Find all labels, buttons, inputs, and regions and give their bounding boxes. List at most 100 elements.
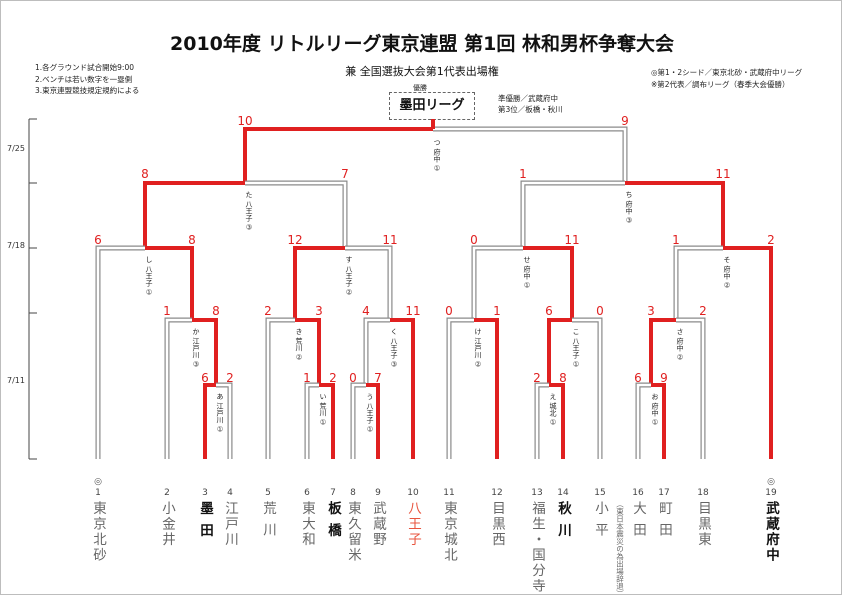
score-label: 6 [94, 233, 102, 247]
team-name: 秋 川 [555, 501, 571, 539]
team-number: 5 [265, 488, 271, 498]
team-number: 19 [765, 488, 777, 498]
venue-label: く 八王子 ③ [390, 328, 398, 368]
venue-label: あ 江戸川 ① [216, 393, 224, 433]
score-label: 6 [545, 304, 553, 318]
score-label: 7 [374, 371, 382, 385]
score-label: 10 [237, 114, 252, 128]
r1e-right-path [651, 383, 666, 459]
venue-label: ち 府中 ③ [625, 191, 633, 224]
r1b-right-path [319, 383, 335, 459]
score-label: 11 [564, 233, 579, 247]
team-name: 大 田 [630, 501, 646, 539]
team-name: 小 平 [592, 501, 608, 539]
score-label: 3 [647, 304, 655, 318]
team-number: 17 [658, 488, 670, 498]
date-label: 7/18 [7, 241, 25, 250]
team-17: 17 町 田 [654, 477, 674, 538]
note-item: 2.ベンチは若い数字を一塁側 [35, 74, 133, 84]
venue-label: え 城北 ① [549, 393, 557, 426]
r2c-left-path-inner [364, 318, 390, 385]
qf3-left-path-inner [472, 246, 523, 320]
seed-mark [693, 477, 713, 487]
note-item: 3.東京連盟競技規定規約による [35, 86, 140, 95]
r1e-left-path [635, 382, 651, 459]
team-name: 板 橋 [325, 501, 341, 539]
r1d-left-path [534, 382, 549, 459]
team-name: 福生・国分寺 [529, 501, 545, 594]
venue-label: か 江戸川 ③ [192, 328, 200, 368]
score-label: 8 [212, 304, 220, 318]
qf2-left-path [293, 246, 345, 320]
seed-mark [654, 477, 674, 487]
team-number: 13 [531, 488, 543, 498]
venue-label: き 荒川 ② [295, 328, 303, 361]
qf1-left-path [95, 245, 145, 459]
semi2-right-path [625, 181, 725, 248]
team-number: 2 [164, 488, 170, 498]
seed-mark: ◎ [767, 477, 775, 487]
venue-label: こ 八王子 ① [572, 328, 580, 368]
runner-up: 準優勝／武蔵府中 [498, 94, 558, 103]
seed-mark [527, 477, 547, 487]
score-label: 1 [493, 304, 501, 318]
team-name: 東大和 [299, 501, 315, 548]
score-label: 0 [445, 304, 453, 318]
team-name: 東京北砂 [90, 501, 106, 563]
r2d-left-path-inner [447, 318, 474, 459]
venue-label: し 八王子 ① [145, 256, 153, 296]
team-3: 3 墨 田 [195, 477, 215, 539]
r2d-left-path [446, 317, 474, 459]
date-label: 7/11 [7, 376, 25, 385]
seed-mark [403, 477, 423, 487]
team-number: 3 [202, 488, 208, 498]
seed-mark [553, 477, 573, 487]
seed-mark [258, 477, 278, 487]
qf1-right-path [145, 246, 194, 320]
seed-mark [590, 477, 610, 487]
venue-label: う 八王子 ① [366, 393, 374, 433]
team-number: 10 [407, 488, 419, 498]
team-name: 東京城北 [441, 501, 457, 563]
score-label: 7 [341, 167, 349, 181]
r1d-left-path-inner [535, 383, 549, 459]
seed-mark [439, 477, 459, 487]
team-2: 2 小金井 [157, 477, 177, 548]
team-number: 6 [304, 488, 310, 498]
r2b-right-path [295, 318, 321, 385]
team-10: 10 八王子 [403, 477, 423, 548]
score-label: 11 [405, 304, 420, 318]
seed-mark [323, 477, 343, 487]
score-label: 1 [303, 371, 311, 385]
venue-label: け 江戸川 ② [474, 328, 482, 368]
semi1-left-path [143, 181, 245, 248]
r1c-left-path [350, 382, 366, 459]
semi2-left-path-inner [521, 181, 625, 248]
seed-mark [343, 477, 363, 487]
team-name: 東久留米 [345, 501, 361, 563]
team-number: 14 [557, 488, 569, 498]
venue-label: せ 府中 ① [523, 256, 531, 289]
team-18: 18 目黒東 [693, 477, 713, 548]
score-label: 0 [349, 371, 357, 385]
team-15-note: （東日本震災の為出場辞退） [610, 498, 630, 594]
champion-label: 優勝 [413, 84, 427, 92]
score-label: 2 [329, 371, 337, 385]
score-label: 2 [699, 304, 707, 318]
venue-label: す 八王子 ② [345, 256, 353, 296]
r2e-left-path [547, 318, 572, 385]
score-label: 6 [634, 371, 642, 385]
score-label: 1 [672, 233, 680, 247]
team-number: 12 [491, 488, 503, 498]
final-right-path [433, 126, 628, 183]
team-15: 15 小 平 [590, 477, 610, 538]
team-8: 8 東久留米 [343, 477, 363, 563]
team-5: 5 荒 川 [258, 477, 278, 538]
team-1: ◎ 1 東京北砂 [88, 477, 108, 563]
team-name: 町 田 [656, 501, 672, 539]
team-19: ◎ 19 武蔵府中 [761, 477, 781, 563]
seed-mark [297, 477, 317, 487]
score-label: 2 [533, 371, 541, 385]
team-11: 11 東京城北 [439, 477, 459, 563]
r2a-right-path [192, 318, 218, 385]
